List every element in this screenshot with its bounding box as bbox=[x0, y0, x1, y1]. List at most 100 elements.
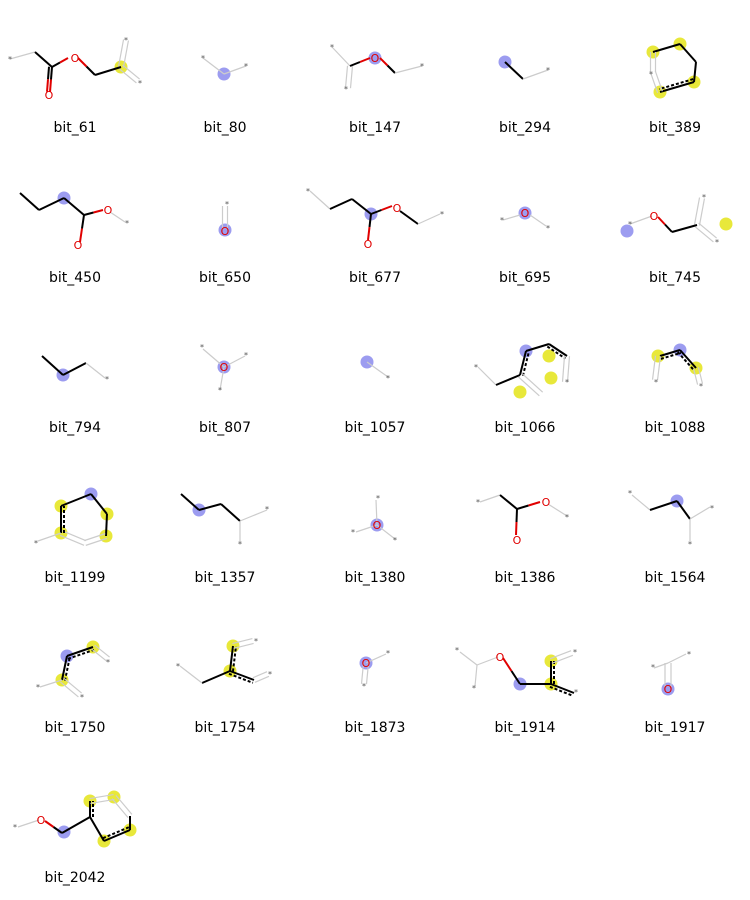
bond bbox=[232, 637, 253, 645]
fragment-structure: * bbox=[41, 355, 109, 384]
bond bbox=[516, 504, 529, 510]
bond bbox=[344, 65, 349, 88]
bond bbox=[81, 214, 85, 229]
bond bbox=[122, 40, 130, 68]
bond bbox=[657, 216, 666, 226]
dummy-atom-label: * bbox=[376, 494, 380, 503]
bit-label: bit_695 bbox=[499, 270, 551, 286]
bit-label: bit_80 bbox=[203, 120, 247, 136]
fragment-structure: O * * * bbox=[620, 193, 733, 247]
bond bbox=[84, 533, 106, 542]
bond bbox=[90, 493, 108, 515]
bond bbox=[252, 671, 268, 679]
fingerprint-bit-cell: * * bit_1088 bbox=[600, 300, 750, 450]
bond bbox=[504, 61, 524, 80]
oxygen-atom-label: O bbox=[371, 52, 380, 65]
bond bbox=[111, 798, 129, 818]
dummy-atom-label: * bbox=[688, 540, 692, 549]
oxygen-atom-label: O bbox=[37, 814, 46, 827]
dummy-atom-label: * bbox=[268, 670, 272, 679]
bond bbox=[522, 69, 549, 80]
aromatic-atom-highlight bbox=[513, 385, 527, 399]
bond bbox=[83, 211, 94, 216]
fragment-structure: * * * bbox=[628, 489, 714, 549]
dummy-atom-label: * bbox=[244, 62, 248, 71]
bond bbox=[502, 657, 513, 672]
bond bbox=[477, 366, 497, 386]
bond bbox=[202, 57, 225, 75]
dummy-atom-label: * bbox=[651, 663, 655, 672]
bond bbox=[94, 66, 122, 76]
fingerprint-bit-cell: O * * * bit_147 bbox=[300, 0, 450, 150]
fingerprint-bit-cell: * * * bit_1754 bbox=[150, 600, 300, 750]
bond bbox=[119, 68, 137, 84]
bond bbox=[85, 537, 107, 546]
dummy-atom-label: * bbox=[386, 649, 390, 658]
bond bbox=[34, 51, 53, 68]
bit-label: bit_1914 bbox=[494, 720, 556, 736]
bond bbox=[52, 826, 63, 834]
dummy-atom-label: * bbox=[330, 43, 334, 52]
bond bbox=[51, 61, 61, 68]
bit-label: bit_650 bbox=[199, 270, 251, 286]
dummy-atom-label: * bbox=[546, 224, 550, 233]
bit-label: bit_294 bbox=[499, 120, 551, 136]
bond bbox=[202, 348, 225, 368]
dummy-atom-label: * bbox=[254, 637, 258, 646]
bond bbox=[659, 81, 695, 93]
bond bbox=[654, 70, 663, 92]
dummy-atom-label: * bbox=[344, 85, 348, 94]
bond bbox=[93, 209, 104, 214]
bond bbox=[546, 345, 566, 360]
fragment-structure: ** bbox=[201, 54, 248, 81]
bond bbox=[667, 653, 687, 664]
center-atom-highlight bbox=[218, 223, 232, 237]
bit-label: bit_1917 bbox=[644, 720, 706, 736]
fragment-structure: * bbox=[646, 37, 701, 99]
fragment-structure: * bbox=[498, 55, 550, 80]
bond bbox=[629, 215, 653, 225]
bond bbox=[386, 64, 396, 74]
bond bbox=[60, 493, 92, 507]
fingerprint-bit-cell: * bit_1199 bbox=[0, 450, 150, 600]
bond bbox=[39, 679, 63, 688]
bond bbox=[547, 503, 568, 517]
oxygen-atom-label: O bbox=[521, 207, 530, 220]
fingerprint-bit-cell: O * * bit_1917 bbox=[600, 600, 750, 750]
oxygen-atom-label: O bbox=[664, 683, 673, 696]
fragment-structure: O * * * bbox=[200, 343, 248, 395]
bond bbox=[231, 646, 237, 672]
fingerprint-bit-cell: * bit_389 bbox=[600, 0, 750, 150]
dummy-atom-label: * bbox=[500, 216, 504, 225]
dummy-atom-label: * bbox=[546, 66, 550, 75]
bond bbox=[103, 829, 131, 842]
bond bbox=[349, 66, 354, 89]
fingerprint-bit-cell: * bit_1057 bbox=[300, 300, 450, 450]
bond bbox=[359, 57, 371, 63]
fragment-structure: O* bbox=[218, 200, 232, 238]
bond bbox=[551, 654, 574, 664]
bond bbox=[239, 509, 268, 522]
dummy-atom-label: * bbox=[138, 79, 142, 88]
dummy-atom-label: * bbox=[80, 693, 84, 702]
dummy-atom-label: * bbox=[106, 658, 110, 667]
dummy-atom-label: * bbox=[125, 219, 129, 228]
bond bbox=[94, 644, 110, 658]
bond bbox=[367, 226, 371, 241]
bond bbox=[693, 197, 701, 225]
dummy-atom-label: * bbox=[306, 187, 310, 196]
bond bbox=[379, 57, 389, 67]
bond bbox=[85, 65, 96, 76]
bond bbox=[695, 226, 714, 243]
bond bbox=[44, 820, 55, 828]
dummy-atom-label: * bbox=[565, 378, 569, 387]
bond bbox=[525, 343, 550, 352]
bit-label: bit_61 bbox=[53, 120, 97, 136]
oxygen-atom-label: O bbox=[45, 89, 54, 102]
fingerprint-bit-cell: O * * * bit_745 bbox=[600, 150, 750, 300]
bond bbox=[220, 503, 241, 522]
dummy-atom-label: * bbox=[628, 220, 632, 229]
bond bbox=[90, 798, 115, 805]
dummy-atom-label: * bbox=[386, 374, 390, 383]
